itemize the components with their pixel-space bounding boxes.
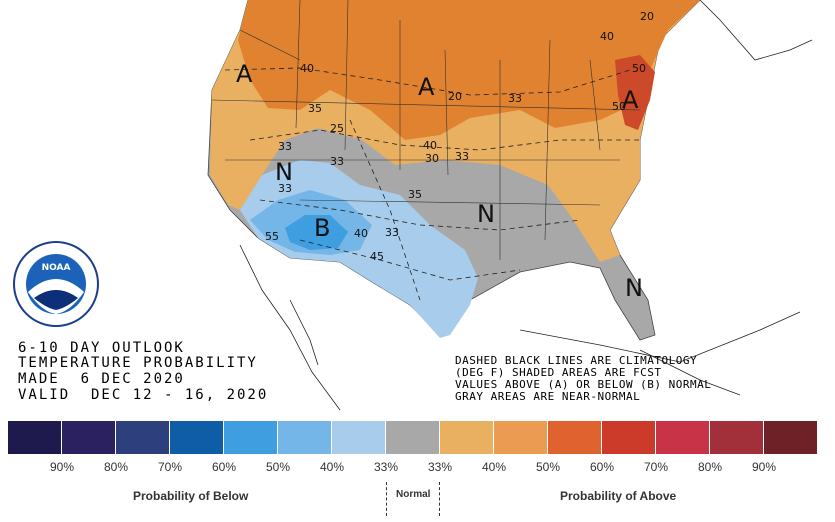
region-letter-a-east: A — [622, 86, 639, 114]
noaa-logo: NOAA — [13, 241, 99, 327]
above-high-region — [615, 55, 655, 130]
logo-text: NOAA — [42, 263, 71, 273]
legend-tick-below: 70% — [157, 460, 183, 474]
legend-swatch — [440, 421, 494, 454]
legend-caption-above: Probability of Above — [560, 489, 677, 503]
contour-label: 33 — [508, 92, 522, 105]
legend-swatch — [656, 421, 710, 454]
state-boundaries — [211, 0, 641, 260]
contour-label: 33 — [330, 155, 344, 168]
region-letter-a-north: A — [418, 73, 435, 101]
legend-tick-above: 33% — [427, 460, 453, 474]
legend-tick-above: 50% — [535, 460, 561, 474]
contour-label: 55 — [265, 230, 279, 243]
legend-normal-bracket — [386, 482, 440, 516]
note-line-4: GRAY AREAS ARE NEAR-NORMAL — [455, 390, 641, 403]
note-line-1: DASHED BLACK LINES ARE CLIMATOLOGY — [455, 354, 698, 367]
note-line-3: VALUES ABOVE (A) OR BELOW (B) NORMAL — [455, 378, 712, 391]
contour-label: 40 — [354, 227, 368, 240]
legend-tick-below: 33% — [373, 460, 399, 474]
legend-tick-below: 80% — [103, 460, 129, 474]
contour-label: 45 — [370, 250, 384, 263]
legend-swatch — [278, 421, 332, 454]
legend-swatch — [764, 421, 818, 454]
legend-swatch — [548, 421, 602, 454]
climatology-dashed-lines — [224, 67, 640, 301]
legend-tick-above: 70% — [643, 460, 669, 474]
legend-swatch — [62, 421, 116, 454]
legend-swatch — [602, 421, 656, 454]
legend-swatch — [116, 421, 170, 454]
legend-tick-below: 50% — [265, 460, 291, 474]
contour-label: 40 — [600, 30, 614, 43]
below-strong-region — [285, 215, 348, 250]
legend-tick-below: 40% — [319, 460, 345, 474]
contour-label: 40 — [423, 139, 437, 152]
contour-label: 33 — [455, 150, 469, 163]
legend-swatch — [386, 421, 440, 454]
legend-swatch — [710, 421, 764, 454]
region-letter-n-west: N — [275, 158, 293, 186]
region-letter-b-southwest: B — [314, 214, 330, 242]
outlook-title-line-2: TEMPERATURE PROBABILITY — [18, 355, 258, 371]
legend-tick-below: 90% — [49, 460, 75, 474]
note-line-2: (DEG F) SHADED AREAS ARE FCST — [455, 366, 662, 379]
region-letter-n-central: N — [477, 200, 495, 228]
contour-label: 50 — [612, 100, 626, 113]
contour-label: 20 — [640, 10, 654, 23]
contour-label: 33 — [278, 140, 292, 153]
legend-tick-above: 60% — [589, 460, 615, 474]
outlook-made-date: MADE 6 DEC 2020 — [18, 371, 185, 387]
legend-swatch — [494, 421, 548, 454]
contour-label: 40 — [300, 62, 314, 75]
contour-label: 25 — [330, 122, 344, 135]
contour-label: 50 — [632, 62, 646, 75]
contour-label: 33 — [385, 226, 399, 239]
contour-label: 35 — [408, 188, 422, 201]
region-letter-a-west: A — [236, 60, 253, 88]
contour-label: 30 — [425, 152, 439, 165]
legend-swatch — [332, 421, 386, 454]
legend-tick-above: 40% — [481, 460, 507, 474]
legend-swatch — [8, 421, 62, 454]
contour-label: 35 — [308, 102, 322, 115]
contour-label: 20 — [448, 90, 462, 103]
legend-caption-below: Probability of Below — [133, 489, 249, 503]
temperature-outlook-map: A A A N N N B 40 33 20 40 33 33 50 50 33… — [13, 0, 813, 411]
contour-label: 33 — [278, 182, 292, 195]
legend-tick-above: 90% — [751, 460, 777, 474]
legend-swatch — [170, 421, 224, 454]
probability-legend-bar — [8, 421, 818, 454]
outlook-title-line-1: 6-10 DAY OUTLOOK — [18, 340, 185, 356]
legend-caption-normal: Normal — [396, 489, 431, 500]
legend-tick-above: 80% — [697, 460, 723, 474]
outlook-valid-dates: VALID DEC 12 - 16, 2020 — [18, 387, 269, 403]
above-mid-region — [238, 0, 700, 140]
legend-swatch — [224, 421, 278, 454]
coastline-outlines — [239, 0, 813, 411]
region-letter-n-florida: N — [625, 274, 643, 302]
legend-tick-below: 60% — [211, 460, 237, 474]
